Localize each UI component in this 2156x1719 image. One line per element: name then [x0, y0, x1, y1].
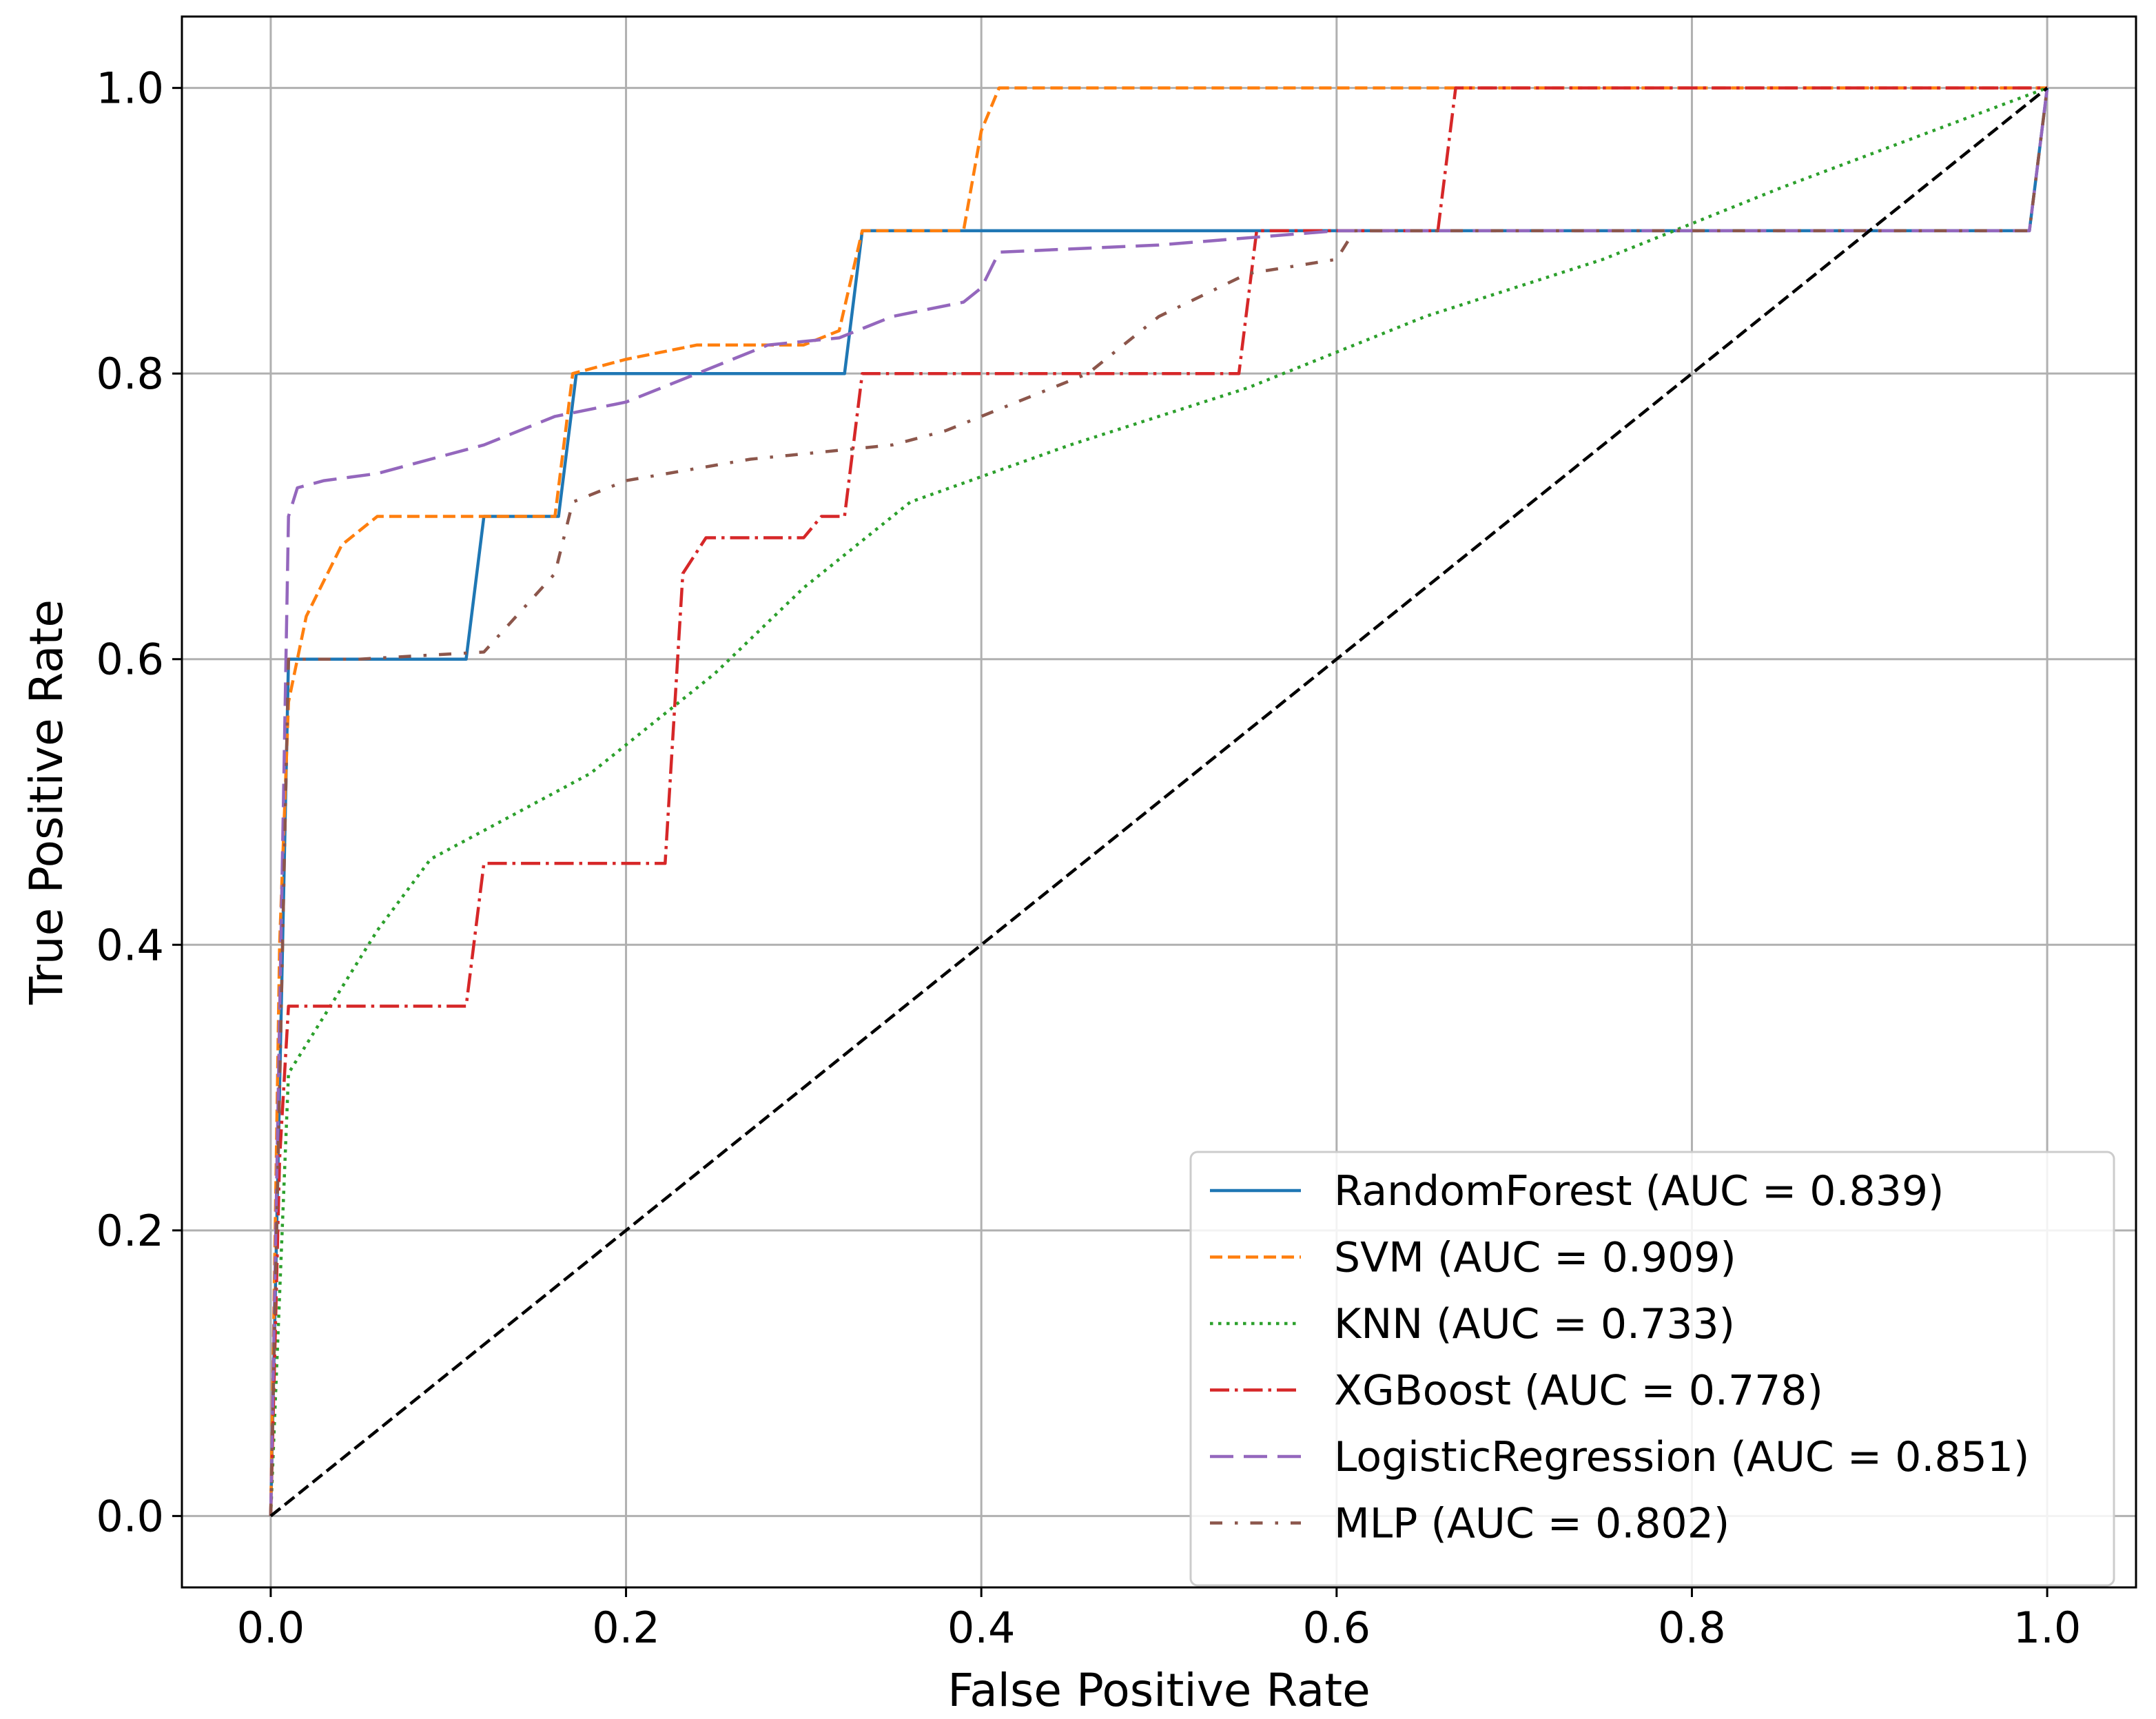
y-tick-label: 0.0	[96, 1491, 164, 1541]
legend-label: SVM (AUC = 0.909)	[1334, 1234, 1736, 1282]
x-tick-label: 0.4	[947, 1603, 1016, 1653]
x-tick-label: 0.8	[1658, 1603, 1726, 1653]
series-mlp	[269, 88, 2049, 1516]
legend-label: KNN (AUC = 0.733)	[1334, 1300, 1735, 1348]
x-axis-label: False Positive Rate	[947, 1664, 1370, 1717]
series-svm	[269, 86, 2048, 1516]
y-tick-label: 0.8	[96, 349, 164, 399]
axis-ticks: 0.0 0.2 0.4 0.6 0.8 1.0 0.0 0.2 0.4 0.6 0.8 1.0	[96, 63, 2081, 1653]
y-axis-label: True Positive Rate	[20, 599, 73, 1005]
y-tick-label: 0.4	[96, 920, 164, 970]
x-tick-label: 0.2	[592, 1603, 660, 1653]
legend-label: MLP (AUC = 0.802)	[1334, 1500, 1729, 1548]
x-tick-label: 1.0	[2013, 1603, 2082, 1653]
y-tick-label: 0.2	[96, 1206, 164, 1256]
legend-label: LogisticRegression (AUC = 0.851)	[1334, 1433, 2029, 1481]
y-tick-label: 0.6	[96, 635, 164, 685]
reference-diagonal	[269, 86, 2049, 1518]
grid	[182, 17, 2136, 1587]
legend-label: XGBoost (AUC = 0.778)	[1334, 1367, 1823, 1415]
plot-frame	[181, 15, 2137, 1589]
legend: RandomForest (AUC = 0.839) SVM (AUC = 0.9…	[1189, 1151, 2115, 1587]
series-layer	[269, 86, 2049, 1518]
legend-label: RandomForest (AUC = 0.839)	[1334, 1167, 1944, 1215]
series-logisticregression	[269, 88, 2049, 1516]
x-tick-label: 0.6	[1303, 1603, 1371, 1653]
legend-box	[1189, 1151, 2115, 1587]
x-tick-label: 0.0	[237, 1603, 305, 1653]
y-tick-label: 1.0	[96, 63, 164, 114]
series-xgboost	[269, 86, 2048, 1516]
